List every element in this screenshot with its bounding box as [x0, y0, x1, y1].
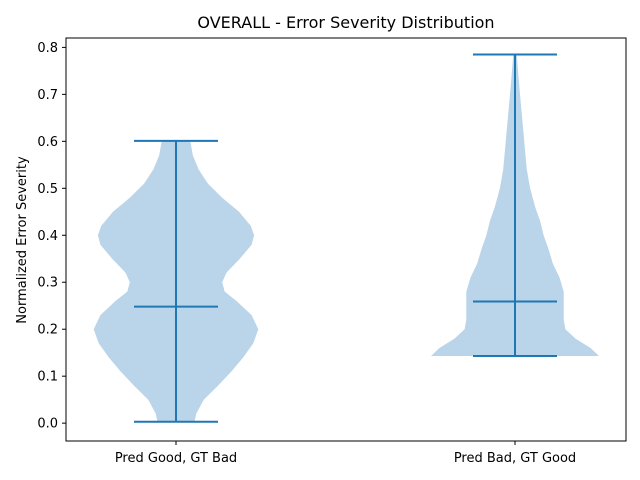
- violin-group: [431, 53, 599, 357]
- violin-group: [93, 139, 259, 423]
- y-tick-label: 0.8: [37, 41, 58, 56]
- plot-area: [93, 53, 599, 423]
- y-tick-label: 0.7: [37, 88, 58, 103]
- y-axis-title: Normalized Error Severity: [15, 156, 30, 324]
- chart-title: OVERALL - Error Severity Distribution: [197, 13, 494, 32]
- y-tick-label: 0.4: [37, 229, 58, 244]
- axes-frame: [65, 37, 627, 442]
- y-tick-label: 0.6: [37, 135, 58, 150]
- y-axis: 0.0 0.1 0.2 0.3 0.4 0.5 0.6 0.7 0.8: [37, 41, 66, 432]
- y-tick-label: 0.2: [37, 323, 58, 338]
- y-tick-label: 0.1: [37, 370, 58, 385]
- y-tick-label: 0.0: [37, 417, 58, 432]
- x-tick-label: Pred Bad, GT Good: [454, 451, 576, 466]
- y-tick-label: 0.3: [37, 276, 58, 291]
- x-tick-label: Pred Good, GT Bad: [115, 451, 237, 466]
- y-tick-label: 0.5: [37, 182, 58, 197]
- x-axis: Pred Good, GT Bad Pred Bad, GT Good: [115, 441, 576, 466]
